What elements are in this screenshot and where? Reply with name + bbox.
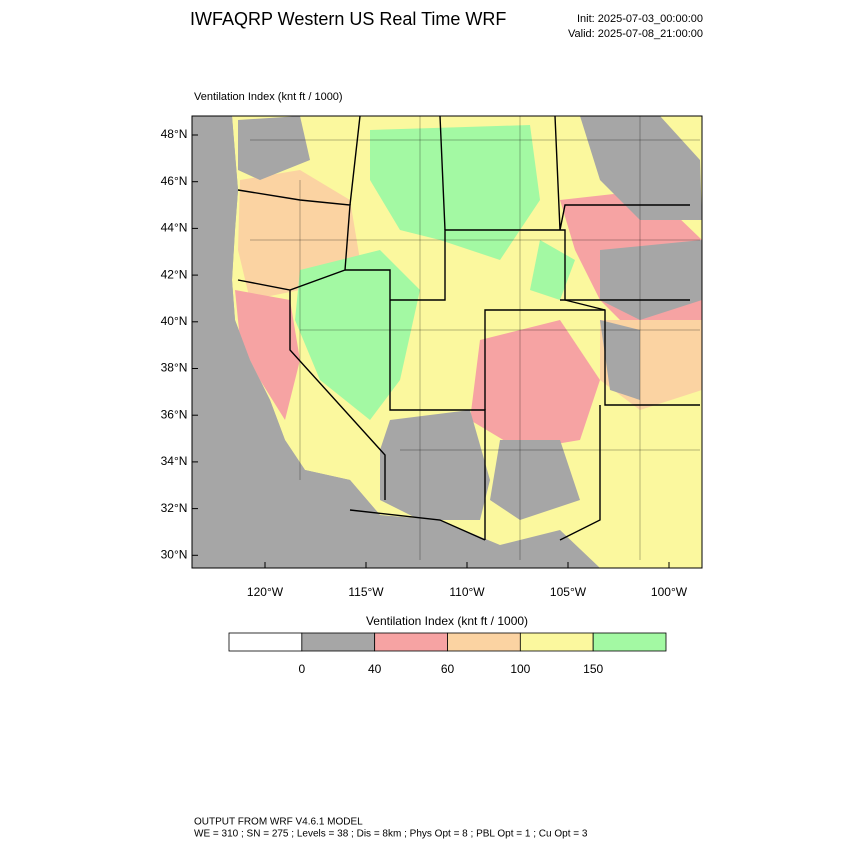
footer-line: WE = 310 ; SN = 275 ; Levels = 38 ; Dis … (194, 829, 588, 840)
colorbar-box (301, 632, 376, 652)
lat-label: 30°N (161, 547, 188, 561)
map-label: Ventilation Index (knt ft / 1000) (194, 91, 343, 103)
map (191, 115, 703, 569)
lon-label: 105°W (550, 585, 587, 599)
lon-label: 100°W (651, 585, 688, 599)
footer-line: OUTPUT FROM WRF V4.6.1 MODEL (194, 817, 363, 828)
colorbar-box (519, 632, 594, 652)
lon-label: 120°W (247, 585, 284, 599)
colorbar-box (592, 632, 667, 652)
colorbar-label: 40 (368, 662, 382, 676)
colorbar-label: 0 (298, 662, 305, 676)
title: IWFAQRP Western US Real Time WRF (190, 9, 506, 29)
lon-label: 110°W (449, 585, 485, 599)
colorbar-box (228, 632, 303, 652)
lat-label: 44°N (161, 221, 188, 235)
init-time: Init: 2025-07-03_00:00:00 (577, 13, 703, 25)
lat-label: 36°N (161, 407, 188, 421)
lat-label: 32°N (161, 501, 188, 515)
lat-label: 40°N (161, 314, 188, 328)
colorbar-box (447, 632, 521, 652)
colorbar-label: 100 (510, 662, 530, 676)
lon-label: 115°W (348, 585, 384, 599)
colorbar-label: 60 (441, 662, 455, 676)
valid-time: Valid: 2025-07-08_21:00:00 (568, 28, 703, 40)
lat-label: 38°N (161, 361, 188, 375)
lat-label: 34°N (161, 454, 188, 468)
colorbar-title: Ventilation Index (knt ft / 1000) (366, 614, 528, 628)
colorbar-box (374, 632, 448, 652)
lat-label: 46°N (161, 174, 188, 188)
lat-label: 48°N (161, 127, 188, 141)
lat-label: 42°N (161, 267, 188, 281)
colorbar-label: 150 (583, 662, 603, 676)
